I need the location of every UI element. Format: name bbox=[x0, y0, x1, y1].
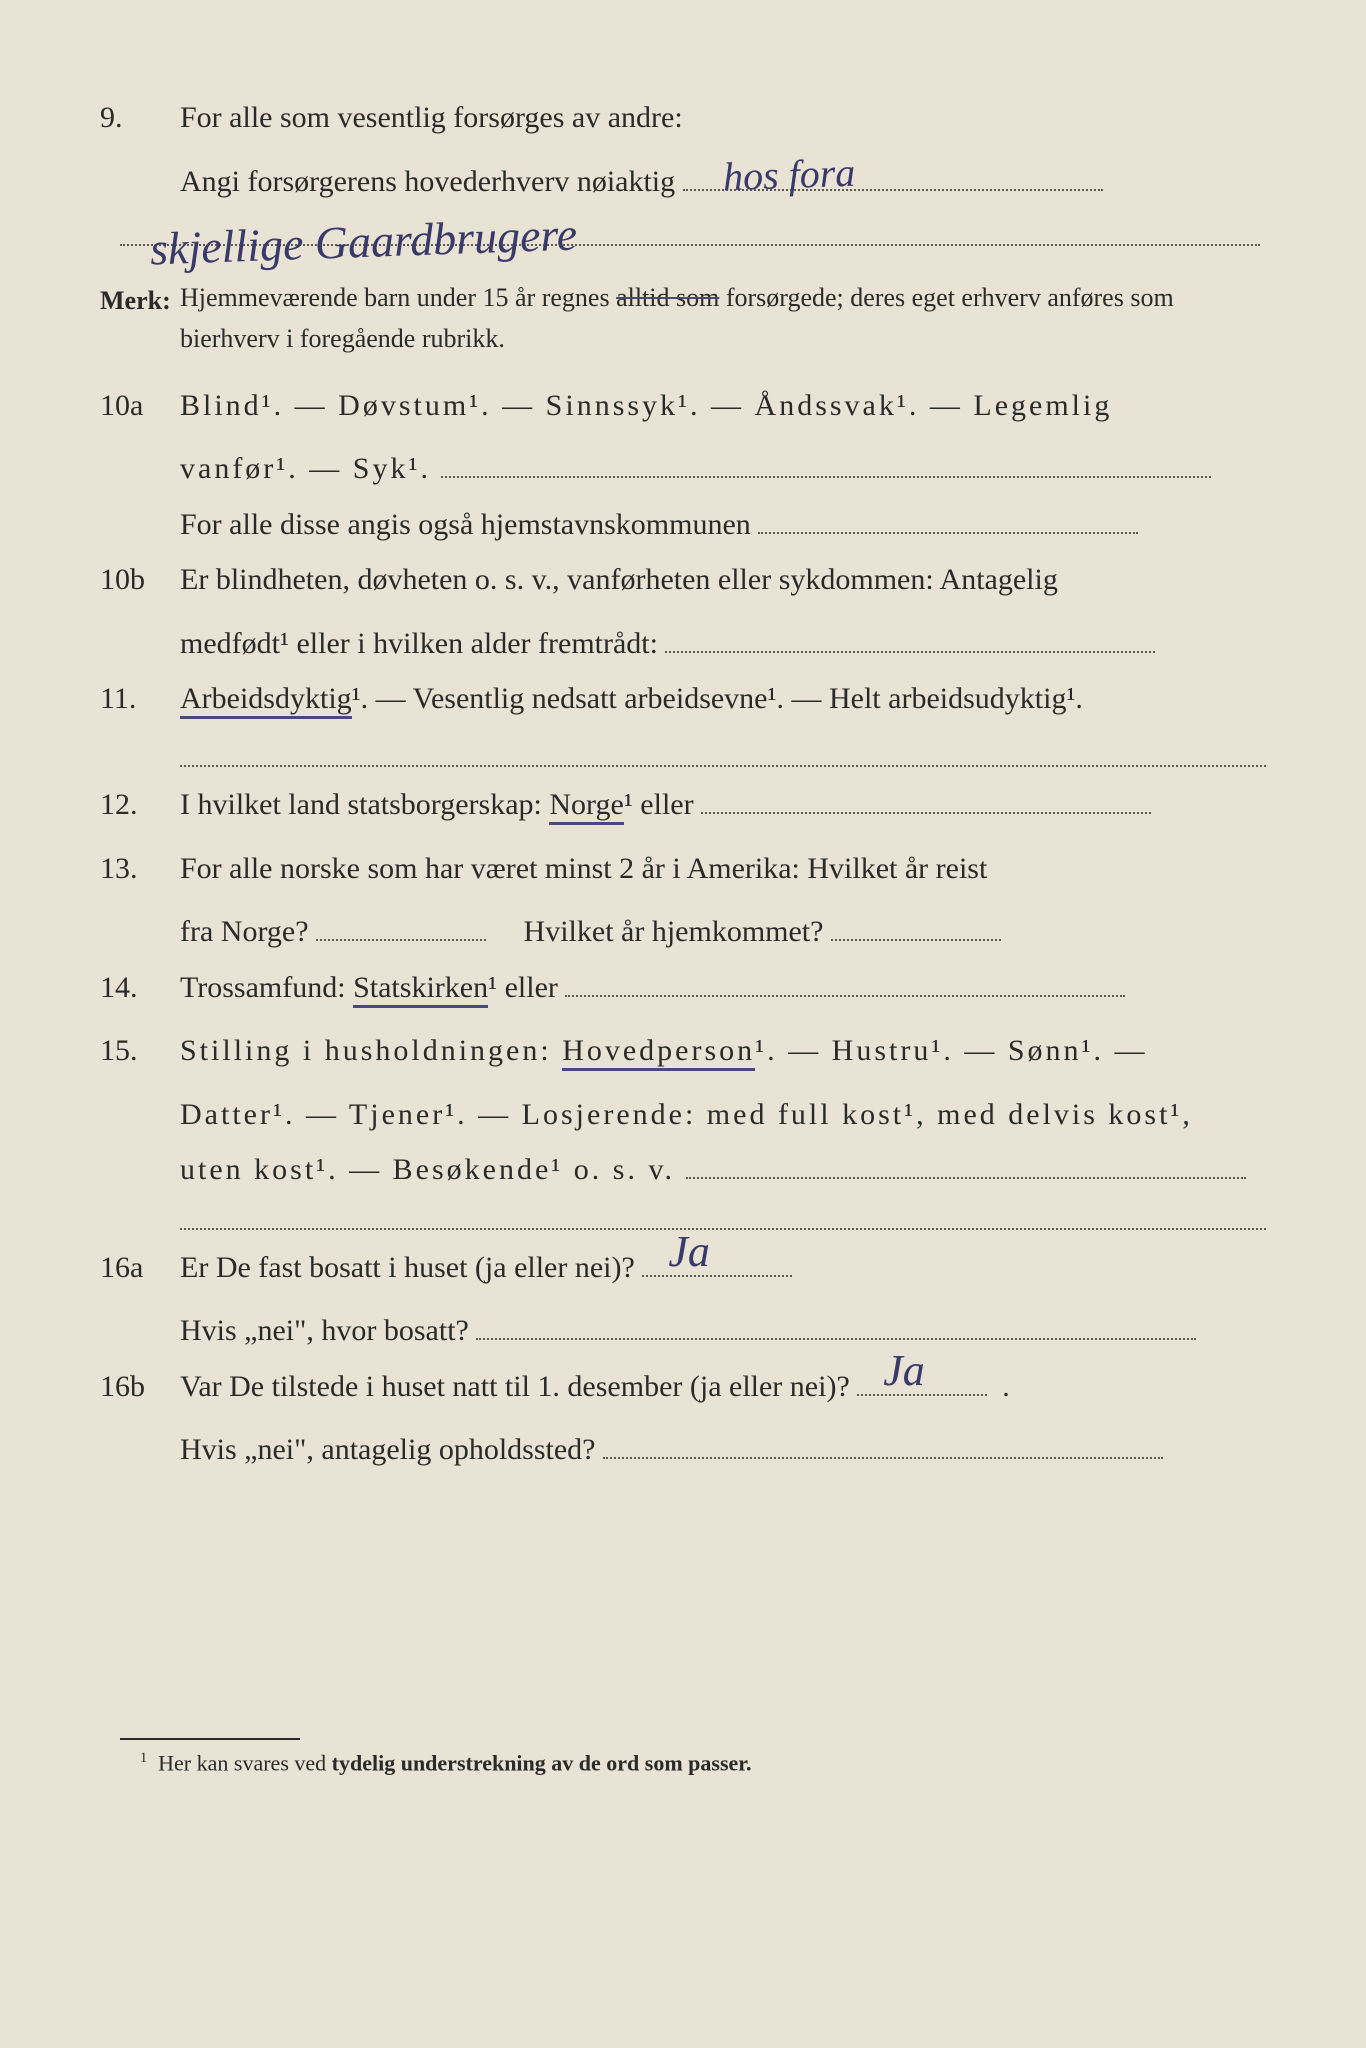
q12-underlined: Norge bbox=[549, 788, 623, 825]
q15-underlined: Hovedperson bbox=[562, 1034, 755, 1071]
q14-prefix: Trossamfund: bbox=[180, 971, 353, 1004]
q9-row3: skjellige Gaardbrugere bbox=[100, 209, 1266, 265]
footnote-rule bbox=[120, 1738, 300, 1740]
q16b-prefix: Var De tilstede i huset natt til 1. dese… bbox=[180, 1370, 850, 1403]
q10a-number: 10a bbox=[100, 378, 180, 434]
q11-number: 11. bbox=[100, 671, 180, 727]
q12-row: 12. I hvilket land statsborgerskap: Norg… bbox=[100, 777, 1266, 833]
q15-row2: Datter¹. — Tjener¹. — Losjerende: med fu… bbox=[180, 1087, 1266, 1143]
footnote-marker: 1 bbox=[140, 1750, 147, 1766]
census-form-page: 9. For alle som vesentlig forsørges av a… bbox=[0, 0, 1366, 2048]
q14-fill[interactable] bbox=[565, 962, 1125, 997]
q16a-fill-1[interactable]: Ja bbox=[642, 1242, 792, 1277]
q13-text2b: Hvilket år hjemkommet? bbox=[524, 915, 824, 948]
q9-handwritten-top: hos fora bbox=[721, 135, 856, 214]
q15-text3: uten kost¹. — Besøkende¹ o. s. v. bbox=[180, 1153, 675, 1186]
q16b-period: . bbox=[995, 1370, 1010, 1403]
q16a-fill-2[interactable] bbox=[476, 1305, 1196, 1340]
q15-fill-2[interactable] bbox=[180, 1198, 1266, 1230]
q15-fill[interactable] bbox=[686, 1144, 1246, 1179]
q9-text2: Angi forsørgerens hovederhverv nøiaktig bbox=[180, 165, 675, 198]
q10a-fill-2[interactable] bbox=[758, 499, 1138, 534]
q16b-text2: Hvis „nei", antagelig opholdssted? bbox=[180, 1433, 596, 1466]
q16b-fill-1[interactable]: Ja bbox=[857, 1361, 987, 1396]
q13-text2a: fra Norge? bbox=[180, 915, 309, 948]
q12-text: I hvilket land statsborgerskap: Norge¹ e… bbox=[180, 777, 1266, 833]
q10a-text1: Blind¹. — Døvstum¹. — Sinnssyk¹. — Åndss… bbox=[180, 378, 1266, 434]
q11-underlined: Arbeidsdyktig bbox=[180, 682, 352, 719]
q16a-row2: Hvis „nei", hvor bosatt? bbox=[180, 1303, 1266, 1359]
merk-text: Hjemmeværende barn under 15 år regnes al… bbox=[180, 277, 1266, 360]
q13-row2: fra Norge? Hvilket år hjemkommet? bbox=[180, 904, 1266, 960]
q11-row: 11. Arbeidsdyktig¹. — Vesentlig nedsatt … bbox=[100, 671, 1266, 727]
q10b-text2: medfødt¹ eller i hvilken alder fremtrådt… bbox=[180, 627, 658, 660]
q9-row1: 9. For alle som vesentlig forsørges av a… bbox=[100, 90, 1266, 146]
q14-rest: ¹ eller bbox=[488, 971, 558, 1004]
q13-number: 13. bbox=[100, 841, 180, 897]
q13-text1: For alle norske som har været minst 2 år… bbox=[180, 841, 1266, 897]
q16b-row2: Hvis „nei", antagelig opholdssted? bbox=[180, 1422, 1266, 1478]
footnote-bold: tydelig understrekning av de ord som pas… bbox=[332, 1750, 752, 1775]
q12-rest: ¹ eller bbox=[624, 788, 694, 821]
merk-strike: alltid som bbox=[616, 283, 719, 312]
q16b-fill-2[interactable] bbox=[603, 1424, 1163, 1459]
q9-number: 9. bbox=[100, 90, 180, 146]
q14-row: 14. Trossamfund: Statskirken¹ eller bbox=[100, 960, 1266, 1016]
q9-text1: For alle som vesentlig forsørges av andr… bbox=[180, 90, 1266, 146]
q16b-answer: Ja bbox=[877, 1353, 931, 1388]
q14-text: Trossamfund: Statskirken¹ eller bbox=[180, 960, 1266, 1016]
q10a-text3: For alle disse angis også hjemstavnskomm… bbox=[180, 508, 751, 541]
q10a-fill-1[interactable] bbox=[441, 443, 1211, 478]
q10b-row1: 10b Er blindheten, døvheten o. s. v., va… bbox=[100, 552, 1266, 608]
q15-number: 15. bbox=[100, 1023, 180, 1079]
footnote: 1 Her kan svares ved tydelig understrekn… bbox=[140, 1750, 1266, 1776]
q15-rest1: ¹. — Hustru¹. — Sønn¹. — bbox=[755, 1034, 1147, 1067]
q12-fill[interactable] bbox=[701, 779, 1151, 814]
q16a-text1: Er De fast bosatt i huset (ja eller nei)… bbox=[180, 1240, 1266, 1296]
q16a-prefix: Er De fast bosatt i huset (ja eller nei)… bbox=[180, 1251, 635, 1284]
q13-fill-1[interactable] bbox=[316, 906, 486, 941]
q11-text: Arbeidsdyktig¹. — Vesentlig nedsatt arbe… bbox=[180, 671, 1266, 727]
q16a-answer: Ja bbox=[662, 1234, 716, 1269]
q10b-number: 10b bbox=[100, 552, 180, 608]
q9-fill-2[interactable]: skjellige Gaardbrugere bbox=[120, 211, 1260, 246]
q16a-row1: 16a Er De fast bosatt i huset (ja eller … bbox=[100, 1240, 1266, 1296]
q16b-number: 16b bbox=[100, 1359, 180, 1415]
q10a-text2: vanfør¹. — Syk¹. bbox=[180, 452, 431, 485]
q16a-text2: Hvis „nei", hvor bosatt? bbox=[180, 1314, 469, 1347]
q15-text1: Stilling i husholdningen: Hovedperson¹. … bbox=[180, 1023, 1266, 1079]
q11-rest: ¹. — Vesentlig nedsatt arbeidsevne¹. — H… bbox=[352, 682, 1083, 715]
q9-fill-1[interactable]: hos fora bbox=[683, 156, 1103, 191]
q15-row3: uten kost¹. — Besøkende¹ o. s. v. bbox=[180, 1142, 1266, 1198]
q15-prefix: Stilling i husholdningen: bbox=[180, 1034, 562, 1067]
q13-row1: 13. For alle norske som har været minst … bbox=[100, 841, 1266, 897]
q10a-row2: vanfør¹. — Syk¹. bbox=[180, 441, 1266, 497]
q13-fill-2[interactable] bbox=[831, 906, 1001, 941]
q12-number: 12. bbox=[100, 777, 180, 833]
q10b-row2: medfødt¹ eller i hvilken alder fremtrådt… bbox=[180, 616, 1266, 672]
q16b-row1: 16b Var De tilstede i huset natt til 1. … bbox=[100, 1359, 1266, 1415]
q14-underlined: Statskirken bbox=[353, 971, 488, 1008]
q11-fill[interactable] bbox=[180, 735, 1266, 767]
q10a-row1: 10a Blind¹. — Døvstum¹. — Sinnssyk¹. — Å… bbox=[100, 378, 1266, 434]
merk-row: Merk: Hjemmeværende barn under 15 år reg… bbox=[100, 277, 1266, 360]
q15-row1: 15. Stilling i husholdningen: Hovedperso… bbox=[100, 1023, 1266, 1079]
q9-handwritten-line: skjellige Gaardbrugere bbox=[149, 192, 579, 292]
q16b-text1: Var De tilstede i huset natt til 1. dese… bbox=[180, 1359, 1266, 1415]
q10b-fill-1[interactable] bbox=[665, 618, 1155, 653]
q12-prefix: I hvilket land statsborgerskap: bbox=[180, 788, 549, 821]
q14-number: 14. bbox=[100, 960, 180, 1016]
q10b-text1: Er blindheten, døvheten o. s. v., vanfør… bbox=[180, 552, 1266, 608]
q10a-row3: For alle disse angis også hjemstavnskomm… bbox=[180, 497, 1266, 553]
q16a-number: 16a bbox=[100, 1240, 180, 1296]
